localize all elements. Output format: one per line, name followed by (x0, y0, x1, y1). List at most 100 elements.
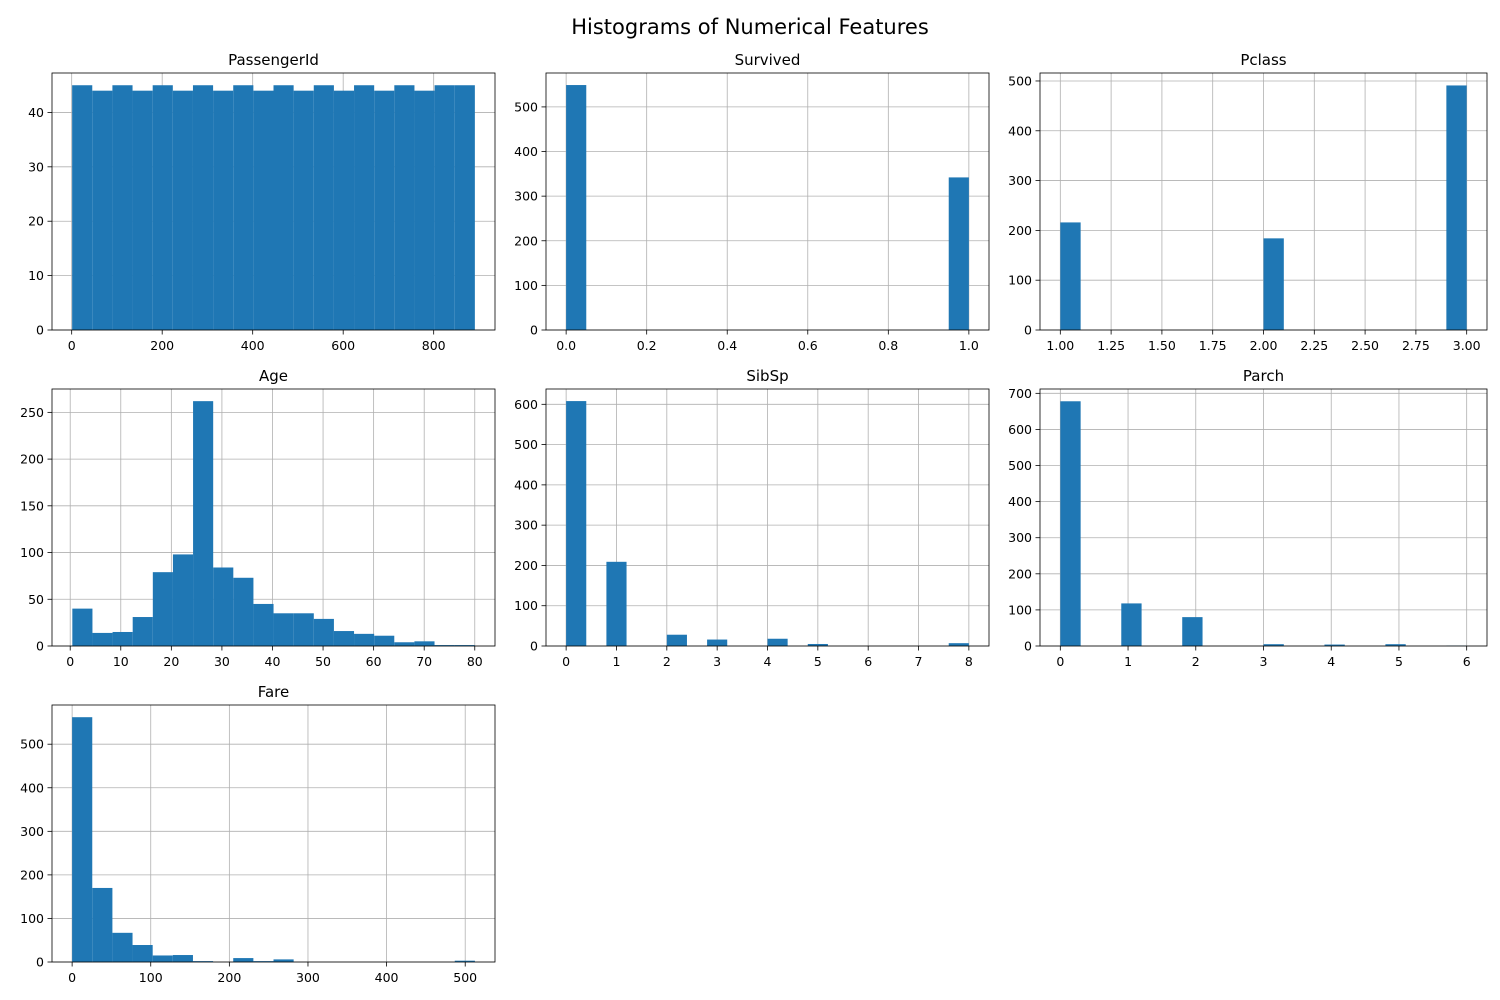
chart-4-bar-6 (172, 554, 194, 646)
chart-1-bar-17 (394, 85, 415, 330)
chart-4-bar-9 (233, 577, 254, 646)
chart-7-x-tick-label: 300 (296, 970, 320, 985)
chart-5-x-tick-label: 3 (713, 654, 721, 669)
chart-1-bar-6 (172, 90, 193, 330)
chart-1-bar-15 (354, 85, 375, 330)
chart-4-bar-14 (333, 631, 355, 646)
chart-4-x-tick-label: 70 (416, 654, 432, 669)
chart-1-title: PassengerId (228, 51, 319, 69)
chart-3-x-tick-label: 1.75 (1199, 338, 1227, 353)
chart-3-bar-1 (1060, 222, 1081, 330)
chart-5-sibsp-histogram: 0 1 2 3 4 5 6 7 8 0 100 200 300 400 500 600 SibSp (514, 367, 990, 669)
chart-6-y-tick-label: 500 (1008, 458, 1032, 473)
chart-5-y-tick-label: 400 (514, 477, 538, 492)
chart-2-title: Survived (735, 51, 801, 69)
chart-4-bar-16 (374, 635, 395, 646)
chart-4-bar-20 (454, 645, 475, 646)
chart-4-y-tick-label: 0 (36, 639, 44, 654)
chart-4-y-tick-label: 200 (20, 452, 44, 467)
chart-1-bar-9 (233, 85, 254, 330)
chart-2-survived-histogram: 0.0 0.2 0.4 0.6 0.8 1.0 0 100 200 300 400 500 Surviv… (514, 51, 990, 353)
chart-1-x-tick-label: 800 (422, 338, 446, 353)
chart-4-bar-11 (273, 613, 294, 646)
chart-7-y-tick-label: 300 (20, 824, 44, 839)
chart-3-bar-20 (1446, 85, 1467, 330)
chart-5-x-tick-label: 0 (562, 654, 570, 669)
chart-6-y-tick-label: 600 (1008, 422, 1032, 437)
chart-4-bar-10 (253, 603, 274, 646)
chart-6-x-tick-label: 1 (1124, 654, 1132, 669)
chart-7-x-tick-label: 0 (68, 970, 76, 985)
chart-5-bar-3 (606, 561, 627, 646)
chart-4-x-tick-label: 40 (265, 654, 281, 669)
chart-1-passengerid-histogram: 0 200 400 600 800 0 10 20 30 40 PassengerId (28, 51, 496, 353)
chart-4-bar-1 (72, 608, 93, 646)
chart-7-bar-11 (273, 959, 294, 962)
chart-1-y-tick-label: 30 (28, 159, 44, 174)
chart-6-y-tick-label: 300 (1008, 530, 1032, 545)
chart-5-bar-1 (566, 401, 587, 646)
chart-3-y-tick-label: 300 (1008, 173, 1032, 188)
chart-7-fare-histogram: 0 100 200 300 400 500 0 100 200 300 400 500 Fare (20, 683, 496, 985)
chart-7-x-tick-label: 400 (375, 970, 399, 985)
chart-1-bar-1 (72, 85, 93, 330)
chart-7-bar-7 (192, 961, 214, 962)
chart-1-bar-19 (434, 85, 455, 330)
chart-4-bar-13 (313, 618, 334, 646)
chart-5-x-tick-label: 7 (915, 654, 923, 669)
chart-4-bar-19 (434, 645, 455, 646)
chart-1-x-tick-label: 200 (150, 338, 174, 353)
chart-2-axes-frame (545, 72, 990, 331)
chart-5-bar-8 (707, 639, 728, 646)
chart-5-x-tick-label: 4 (764, 654, 772, 669)
chart-4-bar-12 (293, 613, 314, 646)
chart-2-bar-1 (566, 85, 587, 330)
chart-3-x-tick-label: 2.50 (1351, 338, 1379, 353)
chart-3-y-tick-label: 400 (1008, 123, 1032, 138)
chart-5-bar-13 (807, 643, 828, 646)
chart-1-bar-20 (454, 85, 475, 330)
chart-1-y-tick-label: 10 (28, 268, 44, 283)
chart-1-x-tick-label: 600 (331, 338, 355, 353)
chart-1-bar-14 (333, 90, 355, 330)
chart-5-y-tick-label: 0 (530, 639, 538, 654)
chart-4-x-tick-label: 80 (467, 654, 483, 669)
chart-3-title: Pclass (1240, 51, 1286, 69)
chart-1-bar-2 (92, 90, 113, 330)
figure-title: Histograms of Numerical Features (571, 15, 929, 39)
chart-2-y-tick-label: 400 (514, 144, 538, 159)
chart-7-bar-1 (72, 717, 93, 962)
chart-6-bar-1 (1060, 401, 1081, 646)
chart-4-x-tick-label: 20 (163, 654, 179, 669)
chart-5-y-tick-label: 500 (514, 437, 538, 452)
chart-7-bar-20 (454, 960, 475, 962)
chart-3-bar-11 (1263, 238, 1284, 330)
chart-4-y-tick-label: 150 (20, 498, 44, 513)
chart-3-pclass-histogram: 1.00 1.25 1.50 1.75 2.00 2.25 2.50 2.75 3.00 0 100… (1008, 51, 1488, 353)
chart-7-axes-frame (51, 704, 496, 963)
chart-4-x-tick-label: 30 (214, 654, 230, 669)
chart-5-x-tick-label: 8 (965, 654, 973, 669)
chart-2-y-tick-label: 500 (514, 99, 538, 114)
chart-1-axes-frame (51, 72, 496, 331)
chart-2-bar-20 (948, 177, 969, 330)
chart-3-x-tick-label: 1.00 (1046, 338, 1074, 353)
chart-1-x-tick-label: 400 (241, 338, 265, 353)
chart-4-axes-frame (51, 388, 496, 647)
chart-1-x-tick-label: 0 (68, 338, 76, 353)
chart-1-bar-7 (192, 85, 214, 330)
chart-4-bar-5 (152, 572, 173, 646)
chart-4-bar-15 (354, 633, 375, 646)
chart-3-x-tick-label: 2.25 (1300, 338, 1328, 353)
chart-4-bar-4 (132, 617, 153, 646)
chart-1-bar-3 (112, 85, 133, 330)
chart-5-x-tick-label: 6 (864, 654, 872, 669)
chart-7-y-tick-label: 500 (20, 737, 44, 752)
chart-6-x-tick-label: 4 (1327, 654, 1335, 669)
chart-7-x-tick-label: 100 (139, 970, 163, 985)
chart-4-y-tick-label: 50 (28, 592, 44, 607)
chart-6-x-tick-label: 6 (1463, 654, 1471, 669)
chart-6-bar-14 (1324, 644, 1345, 646)
chart-6-x-tick-label: 0 (1056, 654, 1064, 669)
